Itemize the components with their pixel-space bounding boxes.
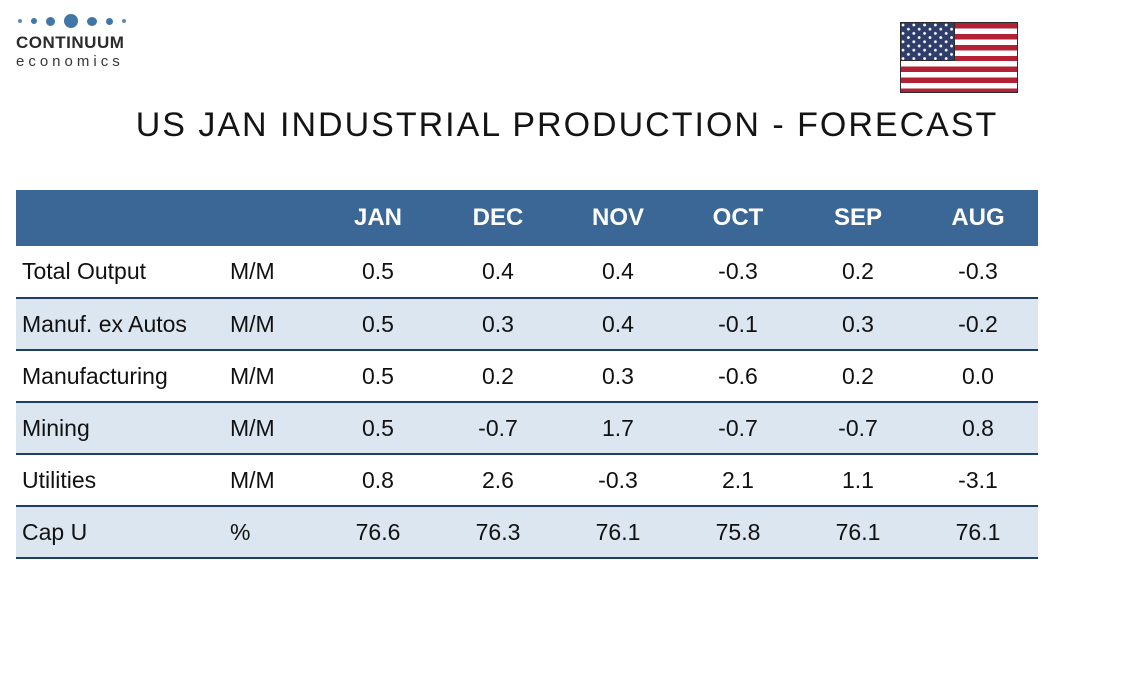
table-row: Manufacturing M/M 0.5 0.2 0.3 -0.6 0.2 0… xyxy=(16,350,1038,402)
row-unit: M/M xyxy=(230,310,275,337)
cell-value: -0.1 xyxy=(718,310,758,337)
cell-value: 0.8 xyxy=(962,414,994,441)
cell-value: 76.6 xyxy=(355,518,401,545)
logo-dot xyxy=(64,14,78,28)
cell-value: 0.5 xyxy=(362,362,394,389)
cell-value: 1.7 xyxy=(602,414,634,441)
row-label: Cap U xyxy=(22,518,88,545)
logo-dot xyxy=(46,16,55,26)
row-unit: % xyxy=(230,518,251,545)
cell-value: 0.4 xyxy=(602,310,634,337)
row-unit: M/M xyxy=(230,414,275,441)
cell-value: 76.1 xyxy=(955,518,1001,545)
table-row: Mining M/M 0.5 -0.7 1.7 -0.7 -0.7 0.8 xyxy=(16,402,1038,454)
table-row: Utilities M/M 0.8 2.6 -0.3 2.1 1.1 -3.1 xyxy=(16,454,1038,506)
cell-value: 2.1 xyxy=(722,466,754,493)
cell-value: -0.3 xyxy=(718,258,758,284)
cell-value: 0.5 xyxy=(362,258,394,284)
column-header-sep: SEP xyxy=(798,190,918,246)
column-header-oct: OCT xyxy=(678,190,798,246)
row-unit: M/M xyxy=(230,258,275,284)
us-flag-canton xyxy=(901,23,955,61)
page-title: US JAN INDUSTRIAL PRODUCTION - FORECAST xyxy=(135,106,999,144)
cell-value: 0.8 xyxy=(362,466,394,493)
cell-value: 0.5 xyxy=(362,414,394,441)
logo-wordmark: CONTINUUM xyxy=(16,33,125,52)
continuum-logo: CONTINUUM economics xyxy=(16,12,126,70)
row-unit: M/M xyxy=(230,466,275,493)
cell-value: -0.2 xyxy=(958,310,998,337)
us-flag-icon xyxy=(900,22,1018,93)
cell-value: 0.3 xyxy=(482,310,514,337)
row-label: Manufacturing xyxy=(22,362,168,389)
cell-value: -0.7 xyxy=(478,414,518,441)
column-header-unit xyxy=(218,190,318,246)
cell-value: -0.7 xyxy=(718,414,758,441)
cell-value: -0.3 xyxy=(598,466,638,493)
row-label: Manuf. ex Autos xyxy=(22,310,187,337)
table-row: Total Output M/M 0.5 0.4 0.4 -0.3 0.2 -0… xyxy=(16,246,1038,298)
cell-value: 2.6 xyxy=(482,466,514,493)
forecast-table: JAN DEC NOV OCT SEP AUG Total Output M/M… xyxy=(16,190,1038,559)
row-label: Total Output xyxy=(22,258,147,284)
cell-value: 0.3 xyxy=(842,310,874,337)
logo-dot xyxy=(18,19,22,23)
cell-value: -0.7 xyxy=(838,414,878,441)
cell-value: 0.3 xyxy=(602,362,634,389)
row-label: Mining xyxy=(22,414,90,441)
logo-dot xyxy=(31,18,37,24)
row-unit: M/M xyxy=(230,362,275,389)
column-header-dec: DEC xyxy=(438,190,558,246)
row-label: Utilities xyxy=(22,466,97,493)
cell-value: 76.1 xyxy=(835,518,881,545)
column-header-blank xyxy=(16,190,218,246)
table-header-row: JAN DEC NOV OCT SEP AUG xyxy=(16,190,1038,246)
forecast-table-container: JAN DEC NOV OCT SEP AUG Total Output M/M… xyxy=(16,190,1038,559)
column-header-jan: JAN xyxy=(318,190,438,246)
cell-value: 76.1 xyxy=(595,518,641,545)
cell-value: 0.0 xyxy=(962,362,994,389)
logo-dot xyxy=(122,19,126,23)
cell-value: 0.2 xyxy=(482,362,514,389)
cell-value: 1.1 xyxy=(842,466,874,493)
logo-dots-icon xyxy=(18,12,126,30)
cell-value: 75.8 xyxy=(715,518,761,545)
cell-value: -3.1 xyxy=(958,466,998,493)
cell-value: 0.2 xyxy=(842,258,874,284)
cell-value: 0.4 xyxy=(602,258,634,284)
table-row: Manuf. ex Autos M/M 0.5 0.3 0.4 -0.1 0.3… xyxy=(16,298,1038,350)
cell-value: 0.4 xyxy=(482,258,514,284)
cell-value: -0.6 xyxy=(718,362,758,389)
cell-value: 76.3 xyxy=(475,518,521,545)
logo-dot xyxy=(87,16,97,26)
cell-value: 0.5 xyxy=(362,310,394,337)
column-header-nov: NOV xyxy=(558,190,678,246)
logo-subtitle: economics xyxy=(16,52,124,70)
column-header-aug: AUG xyxy=(918,190,1038,246)
cell-value: -0.3 xyxy=(958,258,998,284)
table-row: Cap U % 76.6 76.3 76.1 75.8 76.1 76.1 xyxy=(16,506,1038,558)
logo-dot xyxy=(106,17,113,25)
cell-value: 0.2 xyxy=(842,362,874,389)
